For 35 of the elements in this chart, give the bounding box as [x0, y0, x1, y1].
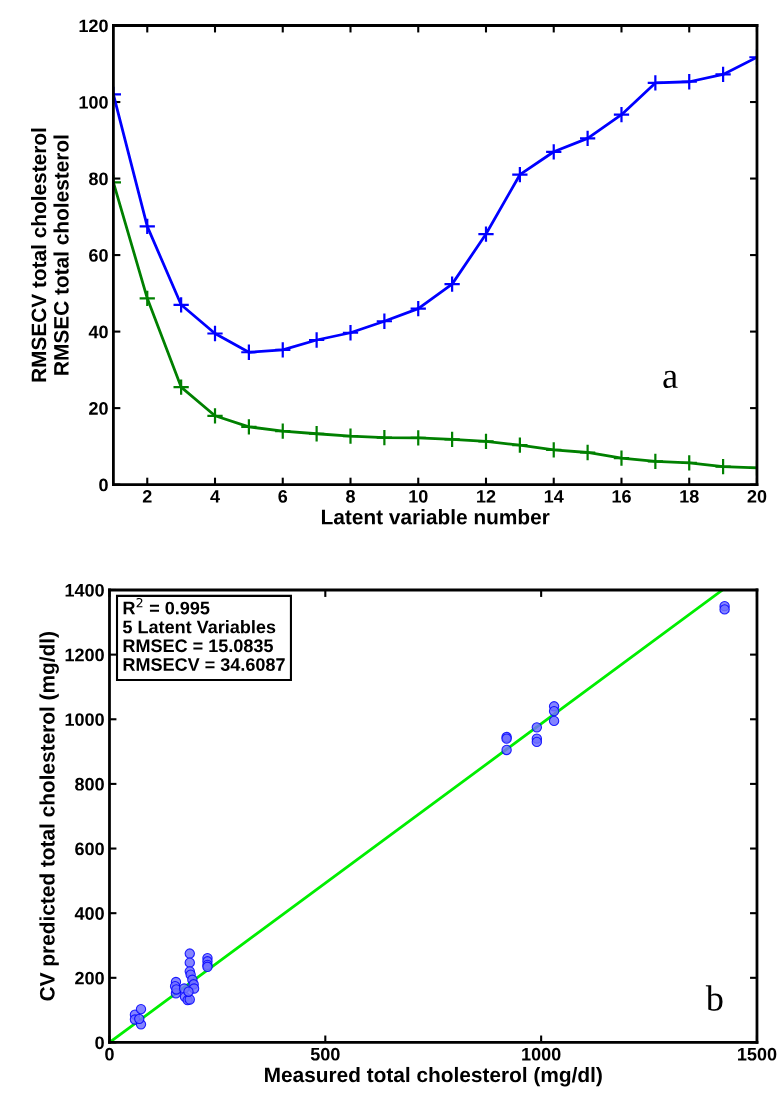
x-tick-label: 1000	[522, 1047, 561, 1061]
x-tick-label: 2	[142, 489, 152, 503]
x-tick-label: 10	[409, 489, 428, 503]
annotation: R$^{2}$ = 0.995 5 Latent Variables RMSEC = 15.0835 RMSECV = 34.6087	[122, 597, 285, 671]
y-tick-label: 1400	[65, 583, 104, 597]
x-axis-title: Measured total cholesterol (mg/dl)	[265, 1066, 602, 1087]
x-tick-label: 16	[612, 489, 631, 503]
y-tick-label: 600	[75, 842, 104, 856]
y-axis-title: CV predicted total cholesterol (mg/dl)	[39, 632, 59, 1001]
x-tick-label: 20	[747, 489, 767, 503]
y-tick-label: 20	[89, 402, 108, 415]
annotation: a	[663, 370, 678, 389]
x-tick-label: 500	[310, 1047, 340, 1061]
y-tick-label: 40	[88, 325, 108, 339]
y-tick-label: 60	[89, 249, 108, 262]
x-axis-title: Latent variable number	[321, 509, 550, 525]
y-tick-label: 1000	[65, 713, 104, 726]
y-tick-label: 80	[89, 172, 108, 186]
x-tick-label: 18	[680, 489, 699, 503]
y-tick-label: 0	[99, 478, 108, 492]
y-tick-label: 200	[75, 971, 104, 985]
x-tick-label: 12	[477, 489, 496, 503]
y-tick-label: 1200	[65, 648, 104, 662]
y-tick-label: 120	[79, 19, 108, 33]
y-axis-title: RMSECV total cholesterol RMSEC total cholesterol	[30, 128, 69, 382]
y-tick-label: 400	[74, 907, 104, 920]
x-tick-label: 1500	[738, 1047, 777, 1061]
y-tick-label: 800	[75, 777, 104, 791]
annotation: b	[705, 985, 723, 1011]
y-tick-label: 0	[95, 1036, 104, 1050]
x-tick-label: 14	[544, 490, 564, 503]
x-tick-label: 4	[210, 490, 220, 503]
x-tick-label: 8	[346, 489, 355, 503]
x-tick-label: 6	[278, 489, 288, 503]
y-tick-label: 100	[79, 95, 108, 109]
